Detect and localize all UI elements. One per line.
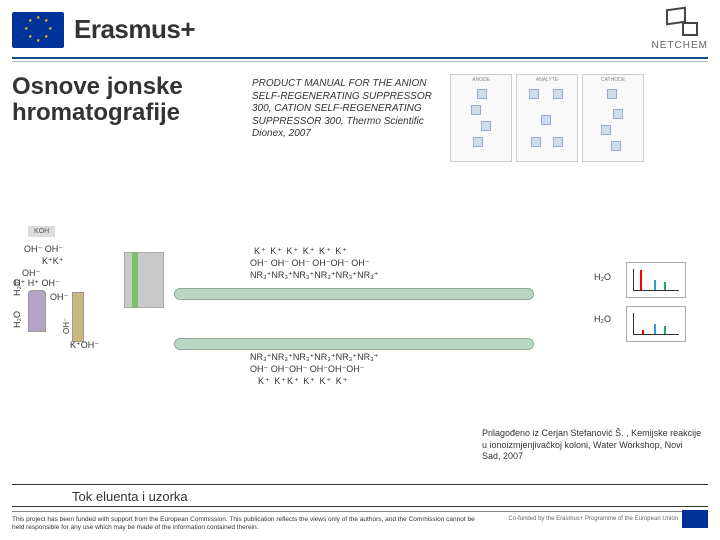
eluent-path-icon bbox=[132, 252, 138, 308]
species: OH⁻ bbox=[62, 318, 71, 334]
injector-icon bbox=[124, 252, 164, 308]
header: ★★ ★★ ★★ ★★ Erasmus+ NETCHEM bbox=[0, 0, 720, 55]
eu-flag-small-icon bbox=[682, 510, 708, 528]
manual-citation: PRODUCT MANUAL FOR THE ANION SELF-REGENE… bbox=[252, 74, 442, 162]
species: OH⁻ bbox=[50, 292, 68, 303]
page-title: Osnove jonske hromatografije bbox=[12, 74, 252, 162]
divider bbox=[12, 484, 708, 485]
species: K⁺ K⁺K⁺ K⁺ K⁺ K⁺ bbox=[258, 376, 349, 387]
species: K⁺K⁺ bbox=[42, 256, 64, 267]
image-credit: Prilagođeno iz Cerjan Stefanović Š. , Ke… bbox=[482, 428, 702, 462]
panel-cathode: CATHODE bbox=[582, 74, 644, 162]
org-name: NETCHEM bbox=[652, 40, 708, 51]
h2o-label: H₂O bbox=[594, 314, 611, 324]
chromatogram-icon bbox=[626, 262, 686, 298]
title-row: Osnove jonske hromatografije PRODUCT MAN… bbox=[0, 70, 720, 162]
title-line2: hromatografije bbox=[12, 99, 180, 126]
species: K⁺OH⁻ bbox=[70, 340, 99, 351]
species: K⁺ K⁺ K⁺ K⁺ K⁺ K⁺ bbox=[254, 246, 348, 257]
species: H₂O bbox=[12, 279, 22, 296]
netchem-icon bbox=[662, 8, 698, 38]
species: H₂O bbox=[12, 311, 22, 328]
chromatogram-icon bbox=[626, 306, 686, 342]
pipe-bottom bbox=[174, 338, 534, 350]
subtitle: Tok eluenta i uzorka bbox=[72, 489, 708, 504]
species: NR₃⁺NR₃⁺NR₃⁺NR₃⁺NR₃⁺NR₃⁺ bbox=[250, 270, 379, 281]
species: OH⁻ OH⁻ OH⁻ OH⁻OH⁻ OH⁻ bbox=[250, 258, 370, 269]
cofund-text: Co-funded by the Erasmus+ Programme of t… bbox=[508, 516, 678, 523]
divider bbox=[12, 506, 708, 507]
suppressor-diagram: OH⁻ OH⁻ K⁺K⁺ OH⁻ H⁺ H⁺ OH⁻ OH⁻ H₂O H₂O O… bbox=[14, 242, 706, 402]
cofund-badge: Co-funded by the Erasmus+ Programme of t… bbox=[508, 510, 708, 528]
membrane-icon bbox=[28, 290, 46, 332]
program-name: Erasmus+ bbox=[74, 14, 195, 45]
divider-secondary bbox=[12, 61, 708, 62]
disclaimer: This project has been funded with suppor… bbox=[12, 516, 482, 532]
h2o-label: H₂O bbox=[594, 272, 611, 282]
reference-panels: ANODE ANALYTE CATHODE bbox=[450, 74, 644, 162]
species: OH⁻ OH⁻ bbox=[24, 244, 63, 255]
column-icon bbox=[72, 292, 84, 342]
koh-label: KOH bbox=[28, 226, 55, 237]
divider-primary bbox=[12, 57, 708, 59]
species: NR₃⁺NR₃⁺NR₃⁺NR₃⁺NR₃⁺NR₃⁺ bbox=[250, 352, 379, 363]
footer: Tok eluenta i uzorka This project has be… bbox=[0, 478, 720, 540]
panel-anode: ANODE bbox=[450, 74, 512, 162]
pipe-top bbox=[174, 288, 534, 300]
title-line1: Osnove jonske bbox=[12, 73, 183, 100]
species: OH⁻ OH⁻OH⁻ OH⁻OH⁻OH⁻ bbox=[250, 364, 365, 375]
eu-flag-icon: ★★ ★★ ★★ ★★ bbox=[12, 12, 64, 48]
panel-analyte: ANALYTE bbox=[516, 74, 578, 162]
org-logo: NETCHEM bbox=[652, 8, 708, 51]
